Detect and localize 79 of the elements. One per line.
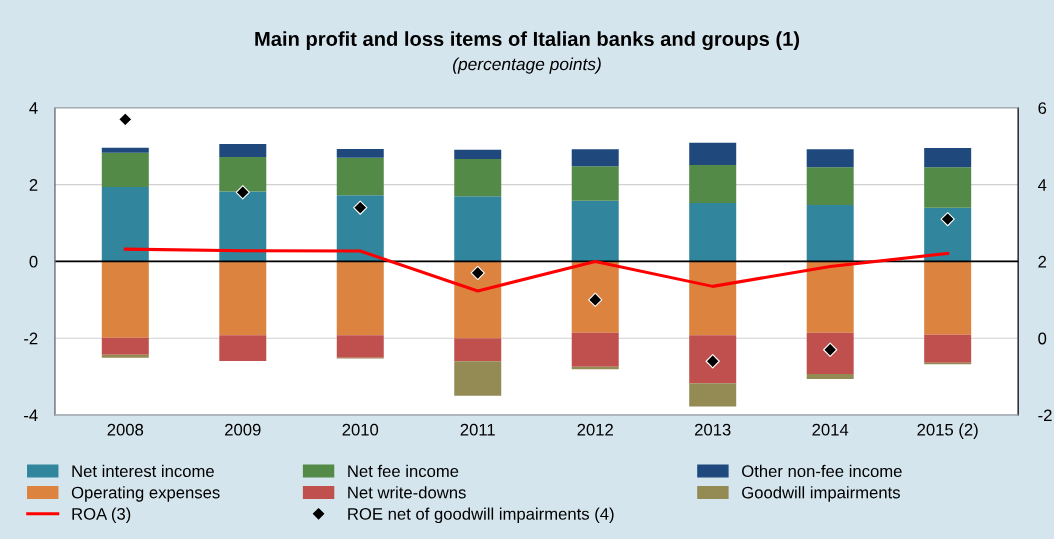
bar: [806, 332, 854, 374]
line-series: [123, 247, 950, 293]
bar: [336, 261, 384, 336]
chart-title: Main profit and loss items of Italian banks and groups (1): [255, 31, 800, 51]
point: [353, 200, 368, 215]
y2-tick-label: 6: [1038, 102, 1047, 114]
bar: [336, 335, 384, 358]
bar: [806, 167, 854, 205]
bar: [571, 166, 619, 201]
y-tick-label: 0: [29, 255, 38, 268]
bar: [806, 149, 854, 168]
bar: [806, 204, 854, 262]
point: [235, 185, 250, 200]
y-tick-label: -4: [24, 409, 38, 422]
bar: [924, 207, 972, 262]
bar: [219, 156, 267, 192]
bar: [101, 337, 149, 355]
bar: [571, 332, 619, 367]
point: [588, 292, 603, 307]
y-tick-label: -2: [24, 332, 38, 345]
legend-label: ROE net of goodwill impairments (4): [348, 507, 614, 524]
bar: [336, 157, 384, 196]
x-tick-label: 2012: [577, 423, 613, 436]
x-tick-label: 2013: [695, 423, 731, 436]
y2-tick-label: 2: [1038, 255, 1047, 268]
bar: [336, 195, 384, 262]
x-tick-label: 2008: [107, 423, 144, 436]
point: [470, 265, 485, 281]
bar: [219, 143, 267, 157]
bar: [924, 148, 972, 168]
bar: [571, 261, 619, 333]
bar: [571, 149, 619, 167]
bar: [689, 203, 737, 262]
bar: [454, 338, 502, 362]
bar: [454, 158, 502, 197]
bar: [806, 261, 854, 333]
bar: [219, 191, 267, 262]
legend-label: Other non-fee income: [742, 464, 902, 478]
bar: [101, 261, 149, 338]
bar: [689, 142, 737, 166]
chart-subtitle: (percentage points): [453, 57, 601, 74]
bar: [689, 261, 737, 336]
legend-label: Goodwill impairments: [742, 486, 900, 502]
point: [940, 212, 955, 227]
bar: [924, 334, 972, 363]
point: [118, 112, 133, 127]
x-tick-label: 2010: [342, 423, 379, 436]
bar: [689, 165, 737, 204]
bar: [689, 335, 737, 384]
legend-label: Net write-downs: [348, 486, 466, 499]
bar: [689, 383, 737, 407]
legend-label: ROA (3): [72, 507, 131, 524]
bar: [336, 148, 384, 158]
bar: [924, 261, 972, 335]
bar: [219, 335, 267, 361]
bar: [924, 167, 972, 208]
x-tick-label: 2011: [460, 423, 495, 436]
x-tick-label: 2014: [812, 423, 849, 436]
bar: [454, 361, 502, 396]
y-tick-label: 2: [29, 179, 38, 191]
legend-label: Net fee income: [348, 464, 459, 478]
legend-label: Net interest income: [72, 464, 214, 478]
x-tick-label: 2009: [225, 423, 261, 436]
bar: [454, 196, 502, 262]
bar: [571, 200, 619, 262]
bar: [101, 354, 149, 358]
bar: [806, 373, 854, 379]
bar: [101, 152, 149, 187]
bar: [101, 147, 149, 153]
x-tick-label: 2015 (2): [917, 423, 978, 439]
y2-tick-label: 0: [1038, 332, 1047, 345]
bar: [101, 186, 149, 262]
bar: [454, 149, 502, 159]
y-tick-label: 4: [29, 102, 38, 114]
bar: [219, 261, 267, 336]
y2-tick-label: 4: [1037, 179, 1047, 191]
bar: [454, 261, 502, 339]
legend-label: Operating expenses: [71, 486, 220, 502]
y2-tick-label: -2: [1038, 409, 1052, 422]
